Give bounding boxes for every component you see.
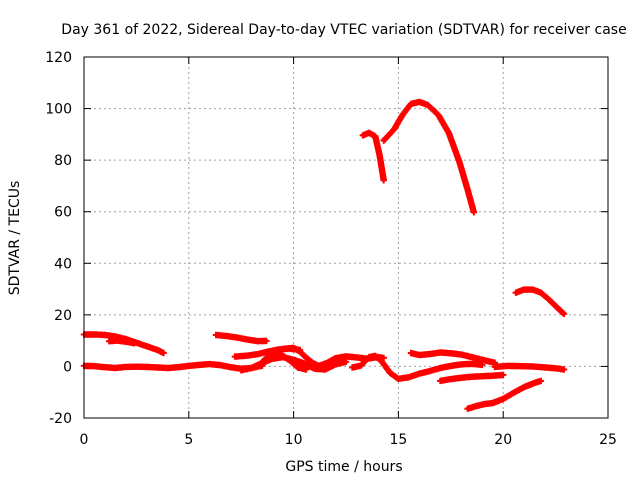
series-arc4: [212, 331, 270, 345]
series-arc14: [464, 377, 545, 412]
x-tick-label: 20: [494, 432, 512, 448]
data-point: [470, 209, 478, 216]
data-point: [500, 371, 507, 379]
data-point: [560, 310, 568, 317]
series-arc15: [491, 362, 568, 373]
y-tick-label: 120: [45, 50, 72, 66]
y-tick-label: 100: [45, 102, 72, 118]
series-arc6: [238, 353, 350, 374]
y-tick-label: -20: [49, 411, 72, 427]
y-tick-label: 20: [54, 308, 72, 324]
x-tick-label: 0: [80, 432, 89, 448]
x-tick-label: 15: [389, 432, 407, 448]
y-tick-label: 60: [54, 205, 72, 221]
y-tick-label: 40: [54, 256, 72, 272]
series-arc1: [80, 360, 266, 372]
series-arc9: [349, 352, 486, 382]
chart-title: Day 361 of 2022, Sidereal Day-to-day VTE…: [61, 22, 626, 38]
y-axis-title: SDTVAR / TECUs: [7, 181, 23, 296]
data-point: [380, 177, 387, 184]
data-point: [263, 337, 270, 345]
y-tick-label: 0: [63, 359, 72, 375]
series-arc3: [106, 337, 138, 347]
data-point: [303, 366, 310, 373]
x-tick-label: 10: [285, 432, 303, 448]
tick-labels: 0 5 10 15 20 25 -20 0 20 40 60 80 100 120: [45, 50, 617, 448]
x-axis-title: GPS time / hours: [285, 459, 402, 475]
data-point: [131, 340, 138, 347]
y-tick-label: 80: [54, 153, 72, 169]
plot-frame: [83, 56, 609, 419]
data-points: [80, 98, 568, 412]
series-arc10: [359, 129, 387, 184]
series-arc12: [407, 349, 498, 366]
series-arc11: [380, 98, 478, 216]
data-point: [560, 366, 568, 373]
data-point: [160, 349, 167, 357]
data-point: [537, 377, 545, 385]
x-tick-label: 5: [184, 432, 193, 448]
series-arc13: [437, 371, 507, 385]
series-arc16: [512, 286, 568, 317]
series-arc7: [261, 349, 310, 373]
data-point: [342, 358, 350, 365]
x-tick-label: 25: [599, 432, 617, 448]
